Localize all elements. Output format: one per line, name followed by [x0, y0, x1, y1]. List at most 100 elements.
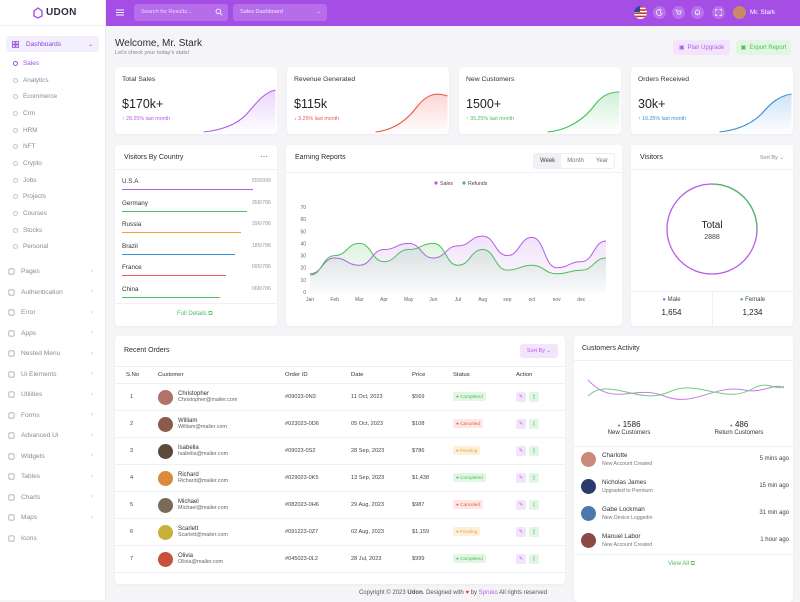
avatar — [158, 551, 173, 567]
sidebar-item-advanced-ui[interactable]: Advanced Ui › — [0, 425, 105, 446]
activity-item[interactable]: Nicholas James Upgraded to Premium 15 min … — [581, 475, 789, 502]
search-input[interactable]: Search for Results... — [134, 4, 228, 21]
delete-icon[interactable]: ▯ — [529, 473, 539, 483]
sidebar-item-error[interactable]: Error › — [0, 302, 105, 323]
sidebar-item-dashboards[interactable]: Dashboards ⌄ — [6, 36, 99, 52]
order-sno: 2 — [115, 410, 158, 438]
country-progress-bar — [122, 189, 254, 191]
delete-icon[interactable]: ▯ — [529, 527, 539, 537]
status-dot-icon: ● — [456, 475, 461, 480]
delete-icon[interactable]: ▯ — [529, 554, 539, 564]
main-content: Welcome, Mr. Stark Let's check your toda… — [106, 26, 800, 602]
sidebar-item-charts[interactable]: Charts › — [0, 487, 105, 508]
export-report-button[interactable]: ▣ Export Report — [736, 40, 791, 55]
activity-item[interactable]: Manuel Labor New Account Created 1 hour ag… — [581, 529, 789, 556]
edit-icon[interactable]: ✎ — [516, 500, 526, 510]
chevron-right-icon: › — [91, 391, 93, 398]
order-price: $569 — [412, 383, 453, 411]
full-details-link[interactable]: Full Details ⧉ — [177, 311, 213, 318]
avatar — [158, 389, 173, 405]
crown-icon: ▣ — [678, 45, 685, 51]
sidebar-item-nested-menu[interactable]: Nested Menu › — [0, 343, 105, 364]
sort-by-dropdown[interactable]: Sort By ⌄ — [520, 344, 558, 358]
tab-month[interactable]: Month — [567, 158, 584, 164]
stat-value: 30k+ — [638, 97, 666, 111]
submenu-item-courses[interactable]: Courses — [13, 205, 105, 222]
theme-toggle-icon[interactable] — [653, 6, 666, 19]
widgets-icon — [8, 453, 15, 459]
submenu-item-projects[interactable]: Projects — [13, 189, 105, 206]
status-badge: ● Pending — [453, 446, 481, 455]
x-tick-label: Jan — [306, 297, 314, 303]
country-row: Germany 358/786 — [122, 200, 271, 212]
language-flag-icon[interactable] — [634, 6, 647, 19]
cart-icon[interactable] — [672, 6, 685, 19]
submenu-item-nft[interactable]: NFT — [13, 138, 105, 155]
earning-chart: Sales Refunds 0 10 20 30 40 50 60 70 Jan Feb Mar Apr M… — [300, 181, 607, 303]
dashboard-select[interactable]: Sales Dashboard ⌄ — [233, 4, 327, 21]
sidebar-item-apps[interactable]: Apps › — [0, 323, 105, 344]
submenu-item-crm[interactable]: Crm — [13, 105, 105, 122]
notification-bell-icon[interactable] — [691, 6, 704, 19]
delete-icon[interactable]: ▯ — [529, 446, 539, 456]
more-options-icon[interactable]: ⋯ — [260, 152, 268, 161]
view-all-link[interactable]: View All ⧉ — [668, 561, 695, 568]
tab-year[interactable]: Year — [595, 158, 608, 164]
submenu-item-ecommerce[interactable]: Ecommerce — [13, 88, 105, 105]
edit-icon[interactable]: ✎ — [516, 446, 526, 456]
edit-icon[interactable]: ✎ — [516, 527, 526, 537]
sort-by-dropdown[interactable]: Sort By ⌄ — [760, 155, 784, 161]
edit-icon[interactable]: ✎ — [516, 392, 526, 402]
delete-icon[interactable]: ▯ — [529, 500, 539, 510]
order-price: $1,438 — [412, 464, 453, 492]
sidebar-item-widgets[interactable]: Widgets › — [0, 446, 105, 467]
country-row: Brazil 185/786 — [122, 243, 271, 255]
submenu-item-personal[interactable]: Personal — [13, 239, 105, 256]
stat-card: Revenue Generated $115k ↓ 3.25% last month — [287, 67, 449, 134]
submenu-item-stocks[interactable]: Stocks — [13, 222, 105, 239]
submenu-item-jobs[interactable]: Jobs — [13, 172, 105, 189]
user-menu[interactable]: Mr. Stark — [733, 6, 775, 19]
activity-item[interactable]: Gabe Lockman New Device Loggedin 31 min ag… — [581, 502, 789, 529]
footer-author-link[interactable]: Spruko — [478, 590, 498, 596]
tab-week[interactable]: Week — [533, 154, 562, 168]
edit-icon[interactable]: ✎ — [516, 473, 526, 483]
customer-email: Michael@mailer.com — [178, 505, 229, 511]
sidebar-item-pages[interactable]: Pages › — [0, 261, 105, 282]
activity-item[interactable]: Charlotte New Account Created 5 mins ago — [581, 448, 789, 475]
footer-brand[interactable]: Udon — [407, 590, 423, 596]
brand-logo[interactable]: UDON — [0, 0, 105, 26]
sidebar-item-tables[interactable]: Tables › — [0, 466, 105, 487]
sidebar-item-ui-elements[interactable]: Ui Elements › — [0, 364, 105, 385]
menu-toggle-icon[interactable] — [116, 9, 124, 16]
status-dot-icon: ● — [456, 502, 461, 507]
activity-name: Manuel Labor — [602, 533, 641, 540]
customer-email: Richard@mailer.com — [178, 478, 229, 484]
sparkline-line — [203, 89, 276, 133]
sidebar-item-authentication[interactable]: Authentication › — [0, 282, 105, 303]
edit-icon[interactable]: ✎ — [516, 554, 526, 564]
submenu-item-hrm[interactable]: HRM — [13, 122, 105, 139]
sidebar-item-icons[interactable]: Icons — [0, 528, 105, 549]
apps-icon — [8, 330, 15, 336]
stat-value: $115k — [294, 97, 328, 111]
plan-upgrade-button[interactable]: ▣ Plan Upgrade — [673, 40, 730, 55]
y-tick-label: 10 — [300, 278, 306, 284]
sidebar-item-forms[interactable]: Forms › — [0, 405, 105, 426]
submenu-item-sales[interactable]: Sales — [13, 55, 105, 72]
edit-icon[interactable]: ✎ — [516, 419, 526, 429]
submenu-item-crypto[interactable]: Crypto — [13, 155, 105, 172]
col-header-status: Status — [453, 366, 516, 384]
sidebar: UDON Dashboards ⌄ Sales Analytics Ecomme… — [0, 0, 106, 600]
y-tick-label: 20 — [300, 266, 306, 272]
fullscreen-icon[interactable] — [712, 6, 725, 19]
sidebar-item-utilities[interactable]: Utilities › — [0, 384, 105, 405]
sidebar-item-maps[interactable]: Maps › — [0, 507, 105, 528]
sidebar-item-label: Widgets — [21, 452, 45, 460]
customer-cell: Olivia Olivia@mailer.com — [158, 551, 285, 567]
sparkline-line — [719, 93, 792, 133]
submenu-item-analytics[interactable]: Analytics — [13, 72, 105, 89]
delete-icon[interactable]: ▯ — [529, 419, 539, 429]
delete-icon[interactable]: ▯ — [529, 392, 539, 402]
stat-change-text: 28.25% last month — [126, 116, 170, 122]
